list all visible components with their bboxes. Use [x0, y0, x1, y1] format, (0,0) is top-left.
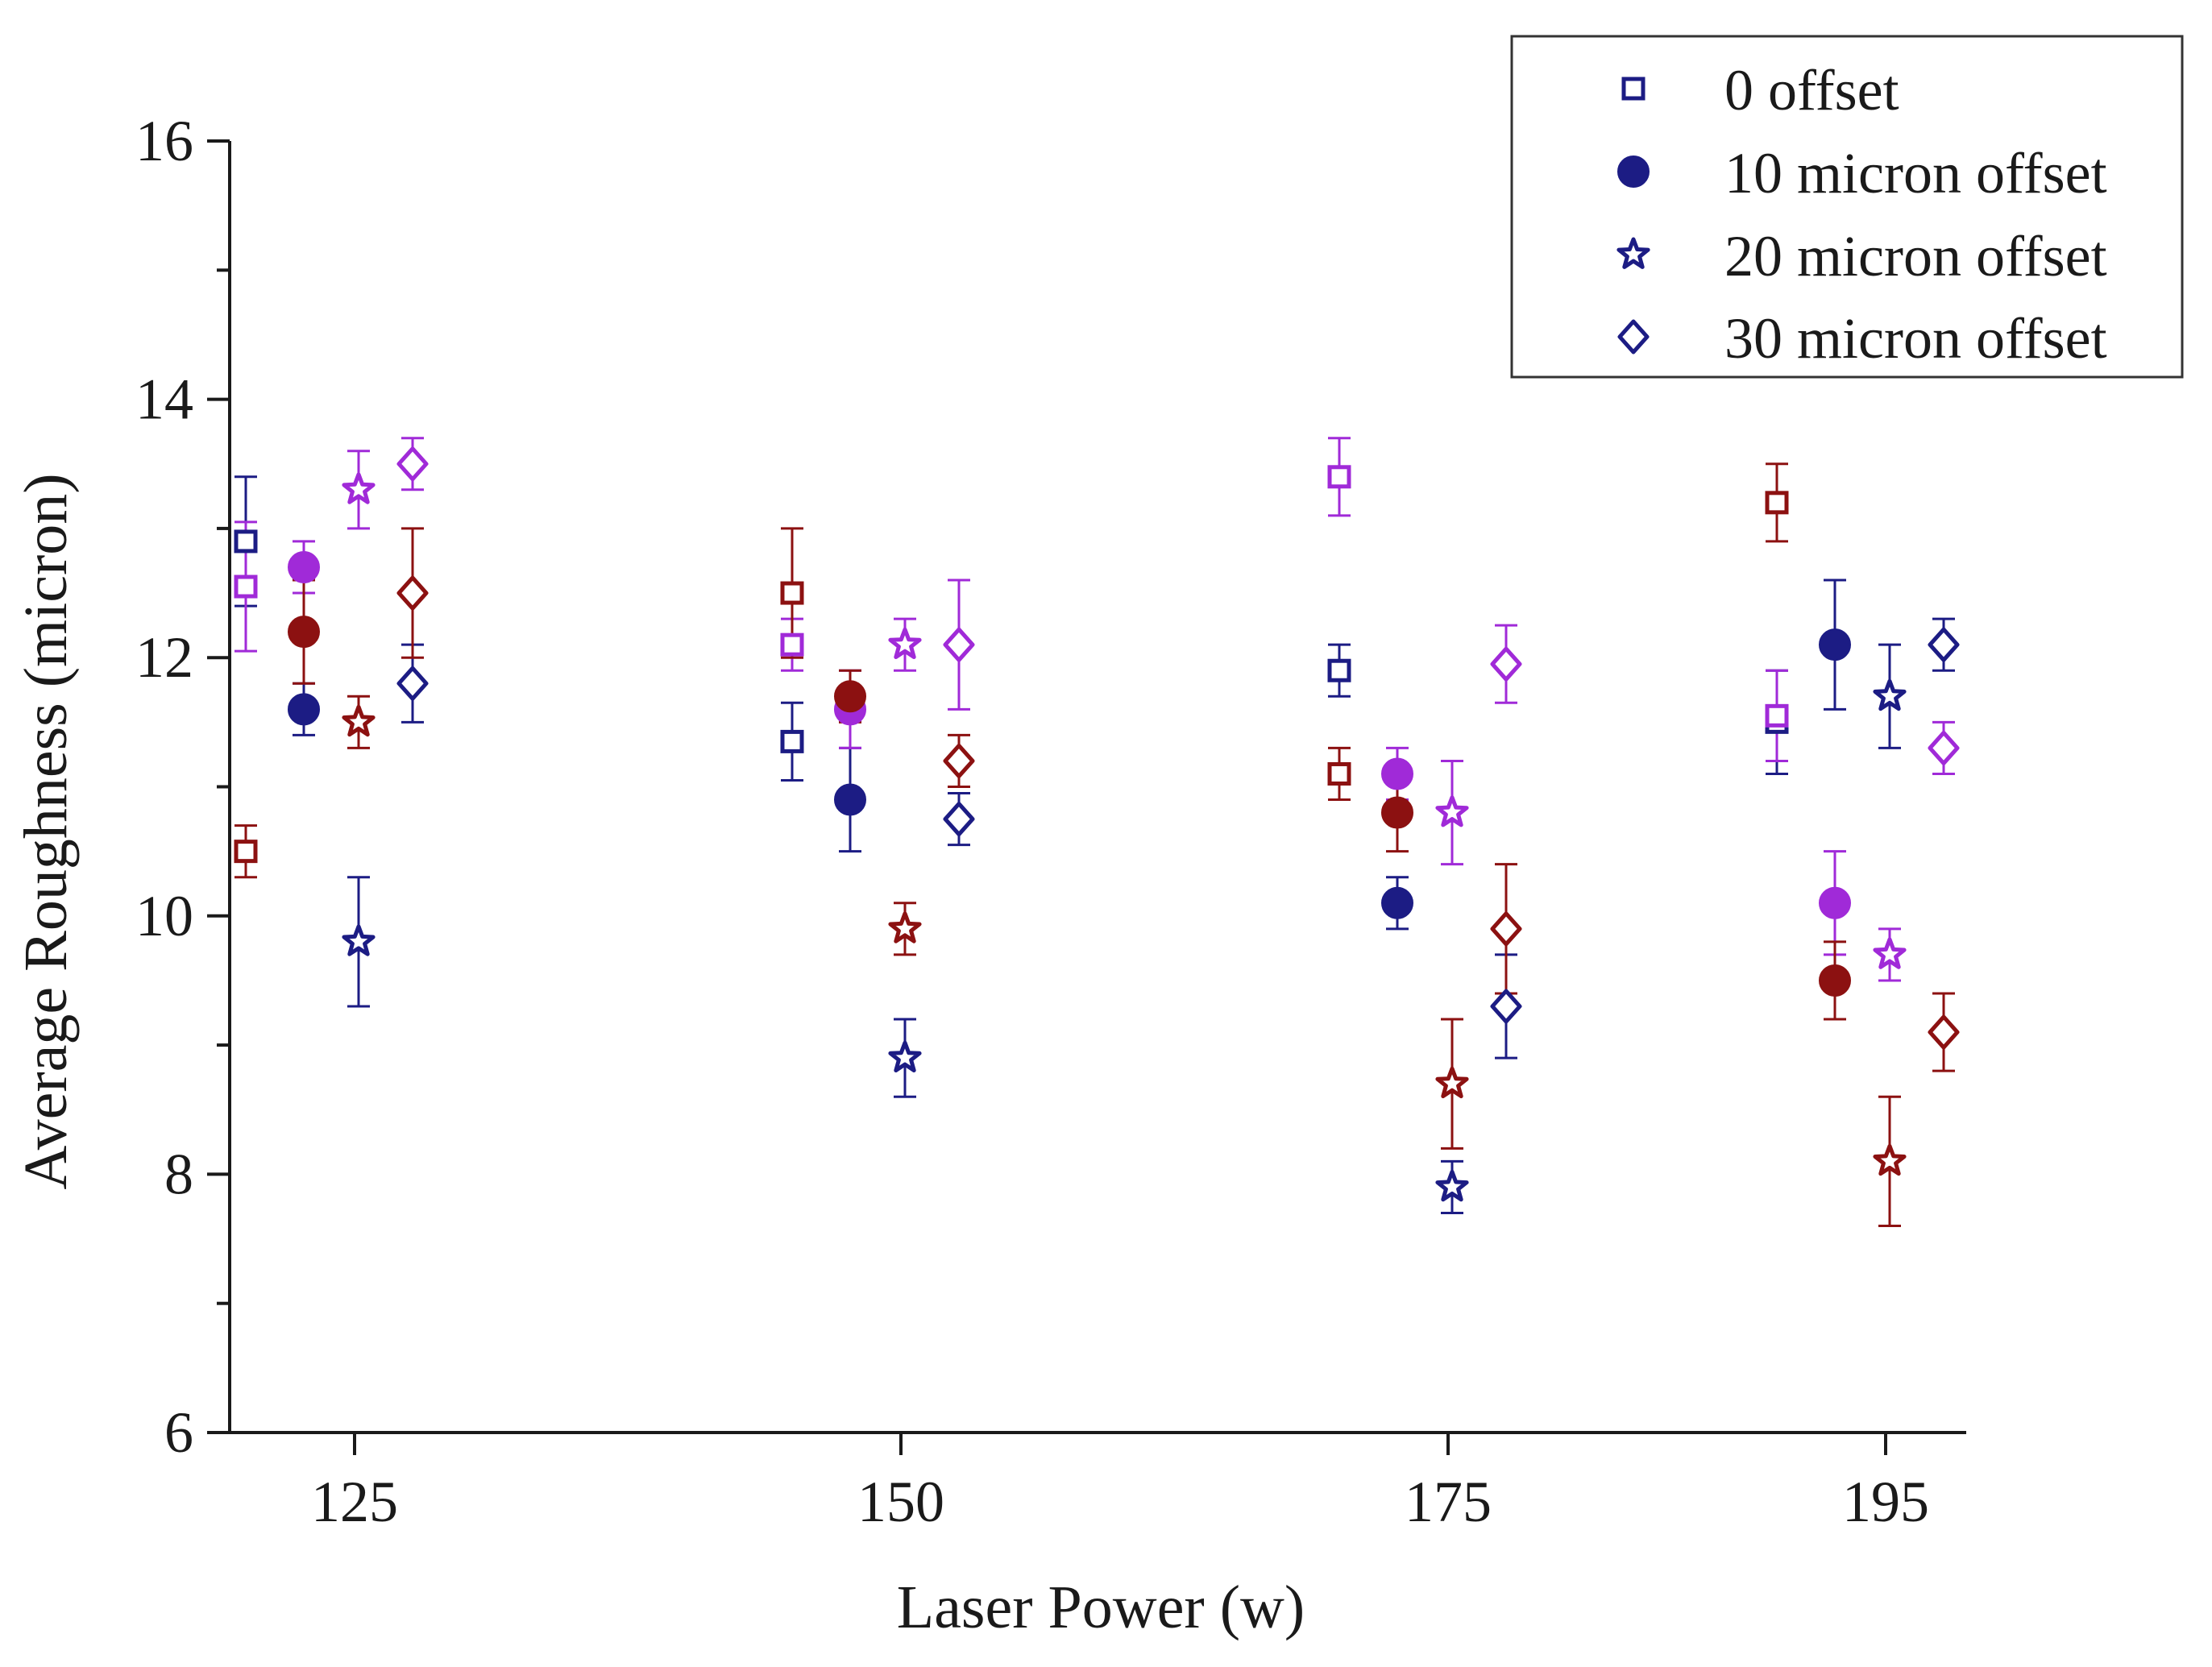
x-tick-label: 195 — [1842, 1470, 1929, 1534]
data-point — [396, 666, 429, 701]
data-point — [342, 924, 376, 956]
data-point — [888, 627, 922, 659]
data-point — [1381, 757, 1413, 790]
data-point — [780, 632, 804, 657]
data-point — [1381, 796, 1413, 829]
data-point — [1873, 937, 1907, 969]
data-point — [834, 680, 866, 713]
data-point — [1819, 964, 1851, 997]
data-point — [1928, 1014, 1960, 1050]
data-point — [1819, 886, 1851, 919]
y-tick-label: 10 — [135, 884, 193, 948]
data-point — [943, 627, 975, 662]
data-point — [234, 840, 258, 864]
y-tick-label: 6 — [164, 1400, 193, 1465]
legend-label: 30 micron offset — [1724, 306, 2107, 371]
data-point — [288, 693, 320, 726]
data-point — [780, 729, 804, 753]
data-point — [1873, 1143, 1907, 1176]
x-tick-label: 175 — [1405, 1470, 1492, 1534]
legend-label: 0 offset — [1724, 58, 1899, 122]
data-point — [834, 783, 866, 816]
data-point — [288, 616, 320, 649]
data-point — [1435, 795, 1469, 827]
x-axis-title: Laser Power (w) — [897, 1574, 1305, 1641]
data-point — [234, 574, 258, 599]
data-point — [1435, 1169, 1469, 1202]
data-point — [1327, 658, 1351, 682]
data-point — [1381, 886, 1413, 919]
data-point — [888, 1040, 922, 1072]
data-point — [1928, 627, 1960, 662]
x-tick-label: 125 — [311, 1470, 398, 1534]
data-point — [1490, 646, 1522, 682]
legend-marker — [1616, 237, 1650, 269]
data-point — [1819, 628, 1851, 661]
data-point — [1435, 1066, 1469, 1099]
data-markers — [234, 446, 1960, 1202]
legend-label: 20 micron offset — [1724, 224, 2107, 288]
data-point — [288, 550, 320, 583]
y-tick-label: 8 — [164, 1142, 193, 1206]
legend-label: 10 micron offset — [1724, 141, 2107, 205]
data-point — [342, 472, 376, 504]
legend-marker — [1617, 319, 1650, 355]
legend-marker — [1617, 156, 1650, 188]
data-point — [943, 802, 975, 837]
data-point — [1490, 911, 1522, 947]
axes: 6 8 10 12 14 16 125 150 175 195 — [135, 109, 1966, 1534]
data-point — [1490, 989, 1522, 1024]
data-point — [943, 743, 975, 778]
data-point — [1765, 703, 1789, 728]
data-point — [396, 575, 429, 611]
y-tick-label: 14 — [135, 367, 193, 432]
data-point — [342, 704, 376, 737]
data-point — [780, 581, 804, 605]
data-point — [1327, 465, 1351, 489]
y-tick-label: 12 — [135, 625, 193, 690]
data-point — [234, 529, 258, 554]
data-point — [1765, 491, 1789, 515]
data-point — [1873, 678, 1907, 711]
data-point — [1928, 730, 1960, 765]
y-axis-title: Average Roughness (micron) — [12, 473, 80, 1189]
data-point — [1327, 761, 1351, 786]
legend: 0 offset 10 micron offset 20 micron offset… — [1510, 35, 2184, 379]
y-tick-label: 16 — [135, 109, 193, 173]
data-point — [888, 911, 922, 943]
x-tick-label: 150 — [857, 1470, 944, 1534]
data-point — [396, 446, 429, 482]
legend-marker — [1621, 77, 1646, 101]
